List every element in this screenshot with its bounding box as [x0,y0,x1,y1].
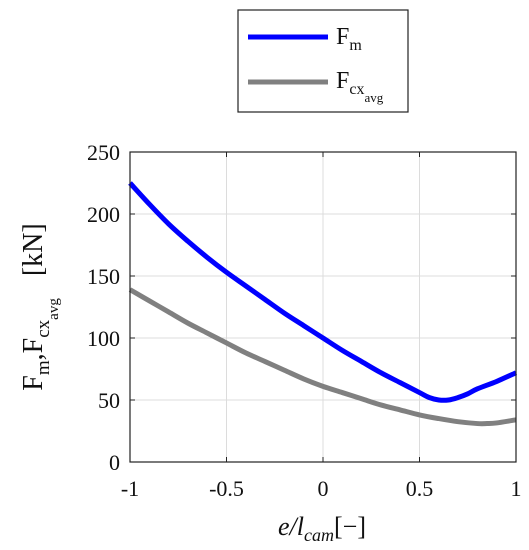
legend-label-fm: Fm [336,24,362,54]
x-tick-label: 1 [511,476,522,501]
series-line-0 [128,181,518,403]
x-tick-label: -0.5 [209,476,244,501]
y-axis-label-s3: avg [46,298,62,320]
legend-label-fcx-subsub: avg [364,90,383,105]
y-tick-label: 100 [87,326,120,351]
x-ticks: -1 -0.5 0 0.5 1 [121,152,522,501]
x-axis-label-main: e/l [278,512,304,541]
legend-label-fm-sub: m [349,37,362,54]
x-tick-label: -1 [121,476,139,501]
x-axis-label-sub: cam [304,525,334,545]
y-axis-label: Fm,Fcxavg [kN] [18,223,62,390]
legend-label-fcx-main: F [336,68,349,94]
y-axis-label-s1: m [33,360,54,375]
legend-label-fcx: Fcxavg [336,68,384,105]
y-tick-label: 50 [98,388,120,413]
y-axis-label-p2: ,F [18,338,49,361]
legend-box [237,9,409,113]
legend: Fm Fcxavg [237,9,409,113]
series-line-1 [128,287,517,427]
x-tick-label: 0.5 [406,476,434,501]
y-axis-label-p1: F [18,375,49,391]
y-ticks: 0 50 100 150 200 250 [87,140,516,475]
x-tick-label: 0 [318,476,329,501]
legend-label-fm-main: F [336,24,349,50]
grid [130,152,516,462]
y-tick-label: 150 [87,264,120,289]
series-group [128,181,518,427]
y-tick-label: 0 [109,450,120,475]
legend-label-fcx-sub: cx [349,81,364,98]
x-axis-label-tail: [−] [334,512,366,541]
y-axis-label-s2: cx [33,319,54,337]
y-tick-label: 250 [87,140,120,165]
x-axis-label: e/lcam[−] [278,512,366,545]
y-tick-label: 200 [87,202,120,227]
y-axis-label-unit: [kN] [18,223,49,276]
